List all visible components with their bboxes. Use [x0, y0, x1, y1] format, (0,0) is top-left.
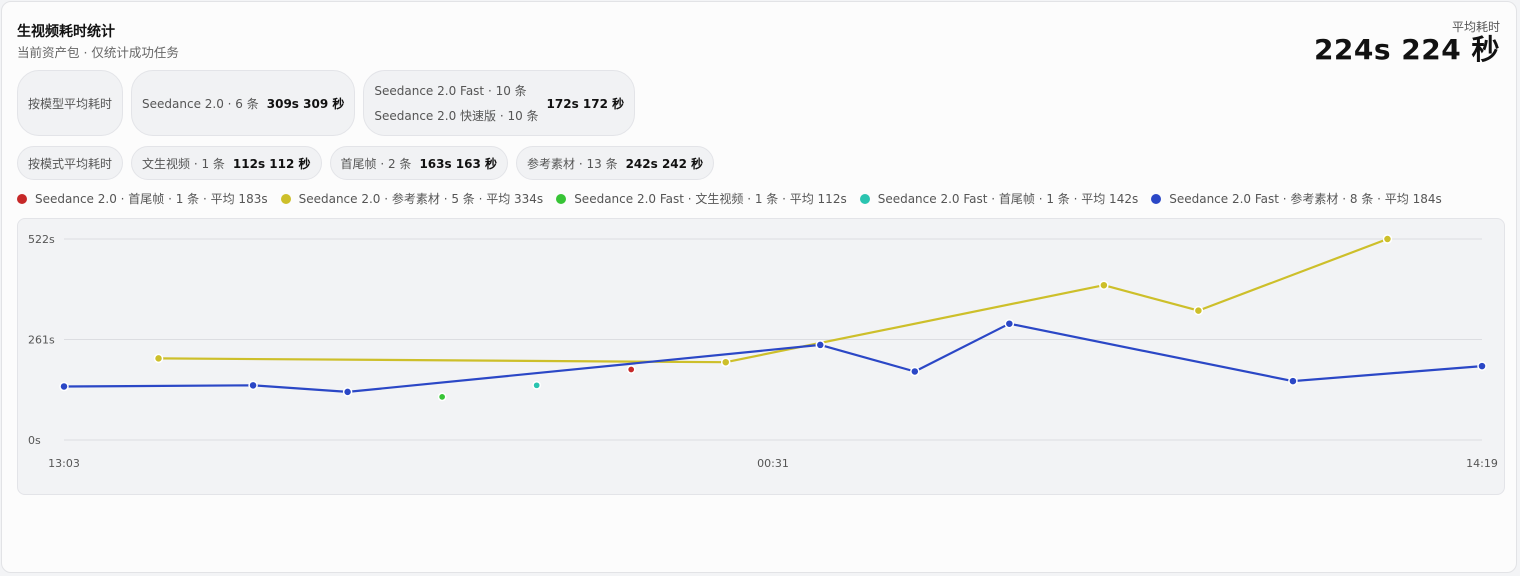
legend-label: Seedance 2.0 Fast · 首尾帧 · 1 条 · 平均 142s — [877, 192, 1139, 206]
model-pill-text: Seedance 2.0 · 6 条 — [142, 96, 259, 111]
y-tick-label: 0s — [28, 434, 41, 447]
data-point — [248, 380, 258, 391]
mode-pill-text: 首尾帧 · 2 条 — [340, 156, 412, 171]
model-average-row: 按模型平均耗时 Seedance 2.0 · 6 条 309s 309 秒 Se… — [17, 70, 636, 136]
legend-item[interactable]: Seedance 2.0 Fast · 参考素材 · 8 条 · 平均 184s — [1151, 190, 1442, 207]
overall-average-value: 224s 224 秒 — [1313, 33, 1500, 66]
model-pill-value: 309s 309 秒 — [266, 96, 345, 111]
legend-item[interactable]: Seedance 2.0 Fast · 首尾帧 · 1 条 · 平均 142s — [859, 190, 1139, 207]
legend-dot — [1151, 193, 1162, 204]
mode-pill-first-last-frame: 首尾帧 · 2 条 163s 163 秒 — [329, 146, 509, 180]
data-point — [437, 392, 447, 402]
data-point — [59, 381, 69, 392]
chart-legend: Seedance 2.0 · 首尾帧 · 1 条 · 平均 183s Seeda… — [17, 190, 1442, 207]
mode-pill-reference: 参考素材 · 13 条 242s 242 秒 — [516, 146, 715, 180]
legend-item[interactable]: Seedance 2.0 · 参考素材 · 5 条 · 平均 334s — [280, 190, 544, 207]
mode-pill-text: 参考素材 · 13 条 — [527, 156, 618, 171]
y-tick-label: 522s — [28, 233, 55, 246]
model-pill-seedance-fast: Seedance 2.0 Fast · 10 条 Seedance 2.0 快速… — [363, 70, 636, 136]
data-point — [720, 357, 731, 367]
page-title: 生视频耗时统计 — [17, 24, 115, 40]
legend-label: Seedance 2.0 · 参考素材 · 5 条 · 平均 334s — [298, 192, 544, 206]
overall-average-label: 平均耗时 — [1451, 20, 1500, 34]
mode-pill-value: 163s 163 秒 — [419, 156, 498, 171]
model-pill-text-line1: Seedance 2.0 Fast · 10 条 — [374, 84, 527, 98]
series-line — [63, 322, 1483, 393]
data-point — [1477, 361, 1487, 371]
mode-pill-text-to-video: 文生视频 · 1 条 112s 112 秒 — [131, 146, 322, 180]
data-point — [342, 387, 353, 397]
data-point — [910, 366, 920, 377]
model-pill-value: 172s 172 秒 — [546, 96, 625, 111]
data-point — [1193, 305, 1204, 316]
legend-label: Seedance 2.0 Fast · 参考素材 · 8 条 · 平均 184s — [1169, 192, 1442, 206]
data-point — [1004, 318, 1015, 329]
legend-dot — [556, 193, 567, 204]
data-point — [1288, 376, 1298, 386]
x-tick-label: 13:03 — [48, 457, 80, 470]
data-point — [626, 365, 636, 374]
model-average-label: 按模型平均耗时 — [17, 70, 124, 136]
model-pill-text-line2: Seedance 2.0 快速版 · 10 条 — [374, 109, 539, 123]
x-tick-label: 14:19 — [1466, 457, 1498, 470]
data-point — [1382, 234, 1393, 244]
chart-area: 522s 261s 0s 13:03 00:31 14:19 — [17, 218, 1505, 495]
series-line — [158, 237, 1388, 364]
y-tick-label: 261s — [28, 334, 55, 347]
legend-dot — [17, 193, 27, 204]
legend-label: Seedance 2.0 Fast · 文生视频 · 1 条 · 平均 112s — [574, 192, 847, 206]
line-chart: 522s 261s 0s 13:03 00:31 14:19 — [28, 233, 1498, 470]
legend-label: Seedance 2.0 · 首尾帧 · 1 条 · 平均 183s — [35, 192, 268, 206]
legend-dot — [859, 193, 870, 204]
legend-item[interactable]: Seedance 2.0 · 首尾帧 · 1 条 · 平均 183s — [17, 190, 268, 207]
data-point — [1099, 280, 1109, 290]
overall-average: 平均耗时 224s 224 秒 — [1314, 18, 1500, 65]
legend-dot — [280, 193, 291, 204]
mode-average-row: 按模式平均耗时 文生视频 · 1 条 112s 112 秒 首尾帧 · 2 条 … — [17, 146, 715, 180]
model-pill-seedance: Seedance 2.0 · 6 条 309s 309 秒 — [131, 70, 356, 136]
x-tick-label: 00:31 — [757, 457, 789, 470]
mode-pill-value: 242s 242 秒 — [625, 156, 704, 171]
data-point — [815, 340, 826, 350]
data-point — [532, 380, 542, 390]
mode-average-label: 按模式平均耗时 — [17, 146, 124, 180]
legend-item[interactable]: Seedance 2.0 Fast · 文生视频 · 1 条 · 平均 112s — [556, 190, 847, 207]
page-subtitle: 当前资产包 · 仅统计成功任务 — [17, 45, 179, 60]
mode-pill-text: 文生视频 · 1 条 — [142, 156, 225, 171]
data-point — [153, 353, 164, 364]
mode-pill-value: 112s 112 秒 — [232, 156, 311, 171]
